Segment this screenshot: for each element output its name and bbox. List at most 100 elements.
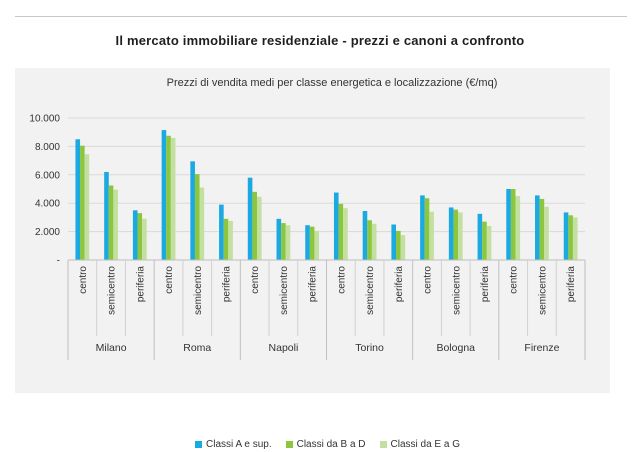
y-tick-label: 8.000 [35,142,60,153]
group-label: Torino [355,342,384,354]
x-tick-label: semicentro [365,266,376,315]
bar [401,235,406,260]
bar [487,226,492,260]
x-tick-label: periferia [135,266,146,303]
chart-title: Prezzi di vendita medi per classe energe… [167,77,498,89]
group-label: Roma [183,342,211,354]
bar [506,189,511,260]
bar [339,204,344,260]
bar [224,219,229,260]
legend-label: Classi da E a G [391,439,460,450]
bar [420,195,425,260]
bar [535,195,540,260]
legend-swatch [286,441,293,448]
y-tick-label: 2.000 [35,227,60,238]
x-tick-label: centro [509,266,520,294]
x-tick-label: semicentro [193,266,204,315]
bar [162,130,167,260]
y-axis: - 2.000 4.000 6.000 8.000 10.000 [29,114,60,267]
bar [133,210,138,260]
x-tick-label: semicentro [279,266,290,315]
bar [540,199,545,260]
bar [334,193,339,260]
bar [248,178,253,260]
x-tick-label: centro [336,266,347,294]
bar [277,219,282,260]
bar [166,136,171,260]
x-tick-label: periferia [308,266,319,303]
y-tick-label: - [57,256,60,267]
bar [310,227,315,260]
bar [195,174,200,260]
x-tick-label: centro [78,266,89,294]
bar [171,138,176,260]
bar [138,213,143,260]
bar [314,231,319,260]
bar-chart: Prezzi di vendita medi per classe energe… [15,68,610,393]
x-tick-label: periferia [221,266,232,303]
bar [511,189,516,260]
x-tick-label: semicentro [451,266,462,315]
bar [372,224,377,260]
bar [104,172,109,260]
bar [113,190,118,260]
bar [453,210,458,260]
bar [573,217,578,260]
group-label: Bologna [436,342,475,354]
bar [515,196,520,260]
x-tick-label: centro [164,266,175,294]
page-title: Il mercato immobiliare residenziale - pr… [0,33,640,48]
legend-swatch [380,441,387,448]
x-tick-label: periferia [394,266,405,303]
bar [80,146,85,260]
legend-label: Classi da B a D [297,439,366,450]
bar [478,214,483,260]
group-label: Firenze [524,342,559,354]
bar [449,207,454,260]
bar [286,225,291,260]
bar [544,207,549,260]
x-tick-label: semicentro [107,266,118,315]
legend-item: Classi da E a G [380,436,460,452]
bar [568,215,573,260]
bar [252,192,257,260]
bar [391,225,396,261]
bar [458,212,463,260]
bar [75,139,80,260]
chart-panel: Prezzi di vendita medi per classe energe… [15,68,610,393]
bar [142,219,147,260]
bar [363,211,368,260]
legend: Classi A e sup. Classi da B a D Classi da … [15,436,640,452]
x-tick-label: periferia [566,266,577,303]
x-tick-label: centro [423,266,434,294]
group-label: Milano [96,342,127,354]
bar [429,212,434,260]
top-divider [15,16,627,17]
group-label: Napoli [269,342,299,354]
bars [75,130,577,260]
bar [219,205,224,260]
y-tick-label: 6.000 [35,170,60,181]
bar [190,161,195,260]
y-tick-label: 4.000 [35,199,60,210]
legend-item: Classi da B a D [286,436,366,452]
x-tick-label: periferia [480,266,491,303]
bar [343,208,348,260]
bar [367,220,372,260]
x-tick-label: centro [250,266,261,294]
bar [200,188,205,260]
x-tick-label: semicentro [537,266,548,315]
bar [257,197,262,260]
legend-label: Classi A e sup. [206,439,272,450]
bar [564,212,569,260]
bar [85,154,90,260]
bar [396,231,401,260]
bar [482,222,487,260]
bar [305,225,310,260]
legend-swatch [195,441,202,448]
bar [425,198,430,260]
y-tick-label: 10.000 [29,114,60,125]
legend-item: Classi A e sup. [195,436,272,452]
bar [109,185,114,260]
x-axis: centro semicentro periferia centro semicentr… [68,260,585,360]
